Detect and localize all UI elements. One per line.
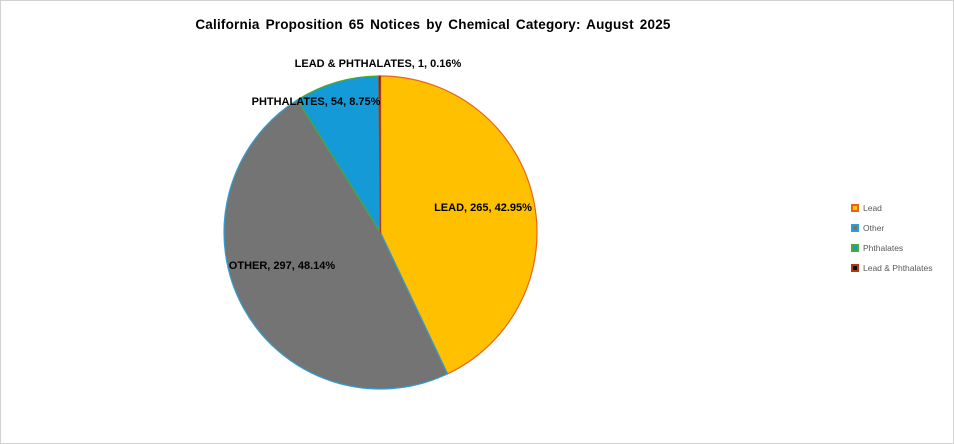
- legend-item-lead-phthalates[interactable]: Lead & Phthalates: [851, 258, 932, 278]
- data-label-other: OTHER, 297, 48.14%: [228, 260, 336, 272]
- pie-slice-lead-phthalates[interactable]: [378, 75, 382, 234]
- legend-swatch-lead-phthalates-icon: [851, 264, 859, 272]
- legend-item-other[interactable]: Other: [851, 218, 932, 238]
- legend-swatch-other-icon: [851, 224, 859, 232]
- data-label-lead-phthalates: LEAD & PHTHALATES, 1, 0.16%: [294, 58, 462, 70]
- legend-label-lead-phthalates: Lead & Phthalates: [863, 263, 933, 273]
- legend-label-phthalates: Phthalates: [863, 243, 904, 253]
- legend: Lead Other Phthalates Lead & Phthalates: [851, 198, 932, 278]
- legend-swatch-phthalates-icon: [851, 244, 859, 252]
- pie-slice-phthalates[interactable]: [296, 75, 382, 234]
- pie-slice-lead[interactable]: [379, 75, 538, 375]
- legend-item-phthalates[interactable]: Phthalates: [851, 238, 932, 258]
- pie-slice-other[interactable]: [223, 99, 449, 390]
- data-label-lead: LEAD, 265, 42.95%: [434, 202, 532, 214]
- legend-item-lead[interactable]: Lead: [851, 198, 932, 218]
- chart-title: California Proposition 65 Notices by Che…: [195, 17, 671, 32]
- data-label-phthalates: PHTHALATES, 54, 8.75%: [251, 96, 381, 108]
- legend-swatch-lead-icon: [851, 204, 859, 212]
- legend-label-lead: Lead: [863, 203, 882, 213]
- legend-label-other: Other: [863, 223, 885, 233]
